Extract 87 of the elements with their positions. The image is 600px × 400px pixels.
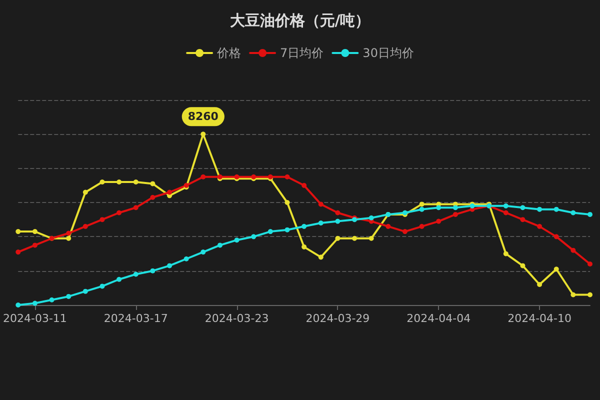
point (16, 302, 21, 308)
x-tick-label: 2024-04-10 (508, 312, 572, 325)
point (200, 174, 206, 180)
point (537, 224, 542, 229)
point (82, 224, 88, 229)
point (318, 254, 324, 260)
point (302, 182, 307, 188)
point (452, 212, 458, 217)
point (133, 272, 138, 277)
legend-label: 7日均价 (280, 46, 324, 60)
point (251, 234, 256, 240)
legend-label: 30日均价 (362, 46, 414, 60)
point (82, 190, 88, 195)
point (32, 242, 38, 248)
point (452, 205, 458, 210)
point (16, 229, 21, 234)
x-tick-label: 2024-03-23 (204, 312, 269, 325)
point (503, 210, 508, 216)
point (302, 244, 307, 250)
x-tick-label: 2024-04-04 (406, 312, 471, 325)
point (570, 248, 576, 253)
point (419, 202, 424, 207)
point (368, 236, 374, 241)
point (150, 194, 156, 200)
point (570, 210, 576, 216)
point (386, 224, 391, 229)
point (503, 251, 508, 256)
legend-label: 价格 (216, 46, 242, 60)
point (588, 292, 592, 298)
point (284, 174, 290, 180)
point (302, 224, 307, 229)
point (16, 250, 21, 255)
point (436, 205, 442, 210)
point (32, 300, 38, 306)
point (318, 202, 324, 207)
point (520, 263, 526, 268)
point (335, 236, 340, 241)
point (588, 262, 592, 266)
point (100, 284, 105, 289)
point (335, 210, 340, 216)
point (167, 263, 172, 268)
point (268, 229, 273, 234)
point (520, 205, 526, 210)
point (318, 220, 324, 226)
point (66, 294, 72, 299)
point (588, 212, 592, 217)
point (150, 268, 156, 274)
point (284, 227, 290, 232)
chart-title: 大豆油价格（元/吨） (230, 12, 370, 30)
point (66, 230, 72, 236)
point (133, 180, 138, 184)
x-tick-label: 2024-03-17 (104, 312, 168, 325)
annotation: 8260 (188, 110, 219, 124)
point (100, 217, 105, 222)
point (503, 203, 508, 208)
point (570, 292, 576, 298)
x-tick-label: 2024-03-11 (2, 312, 67, 325)
point (82, 288, 88, 294)
point (537, 206, 542, 212)
point (217, 242, 222, 248)
point (150, 181, 156, 186)
point (368, 215, 374, 220)
point (49, 297, 54, 302)
point (116, 180, 122, 184)
point (436, 218, 442, 224)
point (66, 236, 72, 241)
point (419, 224, 424, 229)
point (520, 217, 526, 222)
point (284, 200, 290, 205)
point (352, 236, 358, 241)
point (554, 266, 559, 272)
point (402, 229, 408, 234)
point (116, 276, 122, 282)
point (167, 190, 172, 195)
point (554, 234, 559, 240)
point (335, 218, 340, 224)
point (32, 229, 38, 234)
point (554, 206, 559, 212)
point (537, 282, 542, 287)
point (116, 210, 122, 216)
point (184, 256, 189, 262)
point (234, 238, 240, 243)
point (133, 205, 138, 210)
x-tick-label: 2024-03-29 (306, 312, 370, 325)
point (200, 250, 206, 255)
point (419, 206, 424, 212)
point (100, 180, 105, 184)
